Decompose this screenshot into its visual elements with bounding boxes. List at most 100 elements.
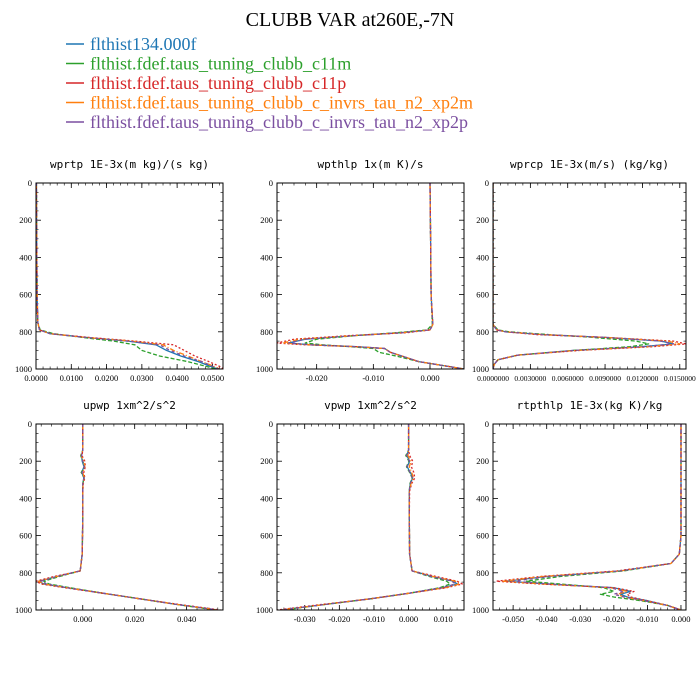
panel-3: upwp 1xm^2/s^2 0 200 400 600 800 1000 0.000 0.02… (15, 399, 224, 624)
ytick-label: 400 (476, 252, 489, 262)
xtick-label: -0.020 (328, 614, 350, 624)
xtick-label: -0.050 (502, 614, 524, 624)
plot-frame (35, 423, 224, 611)
xtick-label: 0.020 (125, 614, 144, 624)
xtick-label: 0.000 (73, 614, 92, 624)
ytick-label: 800 (260, 327, 273, 337)
xtick-label: 0.000 (671, 614, 690, 624)
legend-label-4: flthist.fdef.taus_tuning_clubb_c_invrs_t… (90, 112, 468, 132)
ytick-label: 400 (19, 493, 32, 503)
ytick-label: 1000 (256, 605, 273, 615)
xtick-label: 0.0090000 (589, 374, 621, 383)
xtick-label: -0.010 (636, 614, 658, 624)
panel-title-0: wprtp 1E-3x(m kg)/(s kg) (50, 158, 209, 171)
xtick-label: 0.040 (177, 614, 196, 624)
ytick-label: 400 (260, 493, 273, 503)
plot-frame (276, 182, 465, 370)
xtick-label: -0.010 (362, 373, 384, 383)
series-line-4 (40, 424, 218, 610)
panel-title-4: vpwp 1xm^2/s^2 (324, 399, 417, 412)
plot-frame (492, 182, 687, 370)
series-line-1 (304, 183, 464, 369)
ytick-label: 600 (476, 290, 489, 300)
ytick-label: 600 (19, 531, 32, 541)
panel-title-5: rtpthlp 1E-3x(kg K)/kg (517, 399, 663, 412)
plot-frame (492, 423, 687, 611)
ytick-label: 1000 (15, 364, 32, 374)
legend-label-0: flthist134.000f (90, 34, 197, 54)
xtick-label: -0.020 (603, 614, 625, 624)
series-line-0 (287, 183, 464, 369)
xtick-label: 0.0500 (201, 373, 224, 383)
ytick-label: 1000 (472, 605, 489, 615)
series-line-1 (493, 183, 650, 369)
xtick-label: 0.0060000 (552, 374, 584, 383)
panel-title-2: wprcp 1E-3x(m/s) (kg/kg) (510, 158, 669, 171)
xtick-label: 0.000 (420, 373, 439, 383)
ytick-label: 800 (19, 568, 32, 578)
legend: flthist134.000fflthist.fdef.taus_tuning_… (66, 34, 473, 132)
ytick-label: 0 (28, 419, 32, 429)
ytick-label: 600 (260, 531, 273, 541)
ytick-label: 0 (485, 419, 489, 429)
legend-label-3: flthist.fdef.taus_tuning_clubb_c_invrs_t… (90, 93, 473, 113)
xtick-label: 0.0000 (24, 373, 47, 383)
series-line-3 (282, 183, 464, 369)
panel-0: wprtp 1E-3x(m kg)/(s kg) 0 200 400 600 800 100… (15, 158, 224, 383)
ytick-label: 200 (19, 456, 32, 466)
legend-label-1: flthist.fdef.taus_tuning_clubb_c11m (90, 54, 351, 74)
ytick-label: 200 (19, 215, 32, 225)
panel-2: wprcp 1E-3x(m/s) (kg/kg) 0 200 400 600 800 100… (472, 158, 696, 383)
series-group (277, 183, 464, 369)
panel-5: rtpthlp 1E-3x(kg K)/kg 0 200 400 600 800 1000 -… (472, 399, 691, 624)
ytick-label: 200 (260, 456, 273, 466)
series-line-3 (280, 424, 461, 610)
legend-label-2: flthist.fdef.taus_tuning_clubb_c11p (90, 73, 346, 93)
series-line-4 (280, 424, 456, 610)
ytick-label: 600 (260, 290, 273, 300)
ytick-label: 0 (485, 178, 489, 188)
xtick-label: -0.040 (536, 614, 558, 624)
series-line-4 (287, 183, 464, 369)
series-line-0 (37, 424, 218, 610)
xtick-label: -0.020 (306, 373, 328, 383)
series-line-3 (37, 424, 218, 610)
ytick-label: 200 (476, 215, 489, 225)
xtick-label: 0.0100 (60, 373, 83, 383)
xtick-label: 0.000 (399, 614, 418, 624)
ytick-label: 200 (476, 456, 489, 466)
figure-title: CLUBB VAR at260E,-7N (246, 9, 455, 31)
series-line-2 (277, 424, 463, 610)
ytick-label: 1000 (256, 364, 273, 374)
series-line-4 (493, 183, 675, 369)
ytick-label: 400 (260, 252, 273, 262)
series-line-1 (525, 424, 682, 610)
ytick-label: 0 (269, 178, 273, 188)
xtick-label: -0.030 (294, 614, 316, 624)
plot-frame (276, 423, 465, 611)
series-group (493, 183, 686, 369)
panel-1: wpthlp 1x(m K)/s 0 200 400 600 800 1000 -0.020 -… (256, 158, 465, 383)
xtick-label: 0.0200 (95, 373, 118, 383)
series-line-2 (277, 183, 464, 369)
ytick-label: 0 (269, 419, 273, 429)
ytick-label: 800 (476, 327, 489, 337)
panel-title-1: wpthlp 1x(m K)/s (318, 158, 424, 171)
ytick-label: 1000 (472, 364, 489, 374)
xtick-label: 0.010 (434, 614, 453, 624)
xtick-label: 0.0000000 (477, 374, 509, 383)
series-group (36, 424, 221, 610)
series-line-3 (493, 183, 681, 369)
ytick-label: 800 (260, 568, 273, 578)
ytick-label: 200 (260, 215, 273, 225)
ytick-label: 800 (19, 327, 32, 337)
xtick-label: 0.0150000 (664, 374, 696, 383)
xtick-label: 0.0300 (130, 373, 153, 383)
ytick-label: 600 (19, 290, 32, 300)
series-line-2 (36, 424, 221, 610)
series-line-4 (36, 183, 220, 369)
series-group (36, 183, 223, 369)
series-line-1 (283, 424, 451, 610)
plot-frame (35, 182, 224, 370)
ytick-label: 800 (476, 568, 489, 578)
